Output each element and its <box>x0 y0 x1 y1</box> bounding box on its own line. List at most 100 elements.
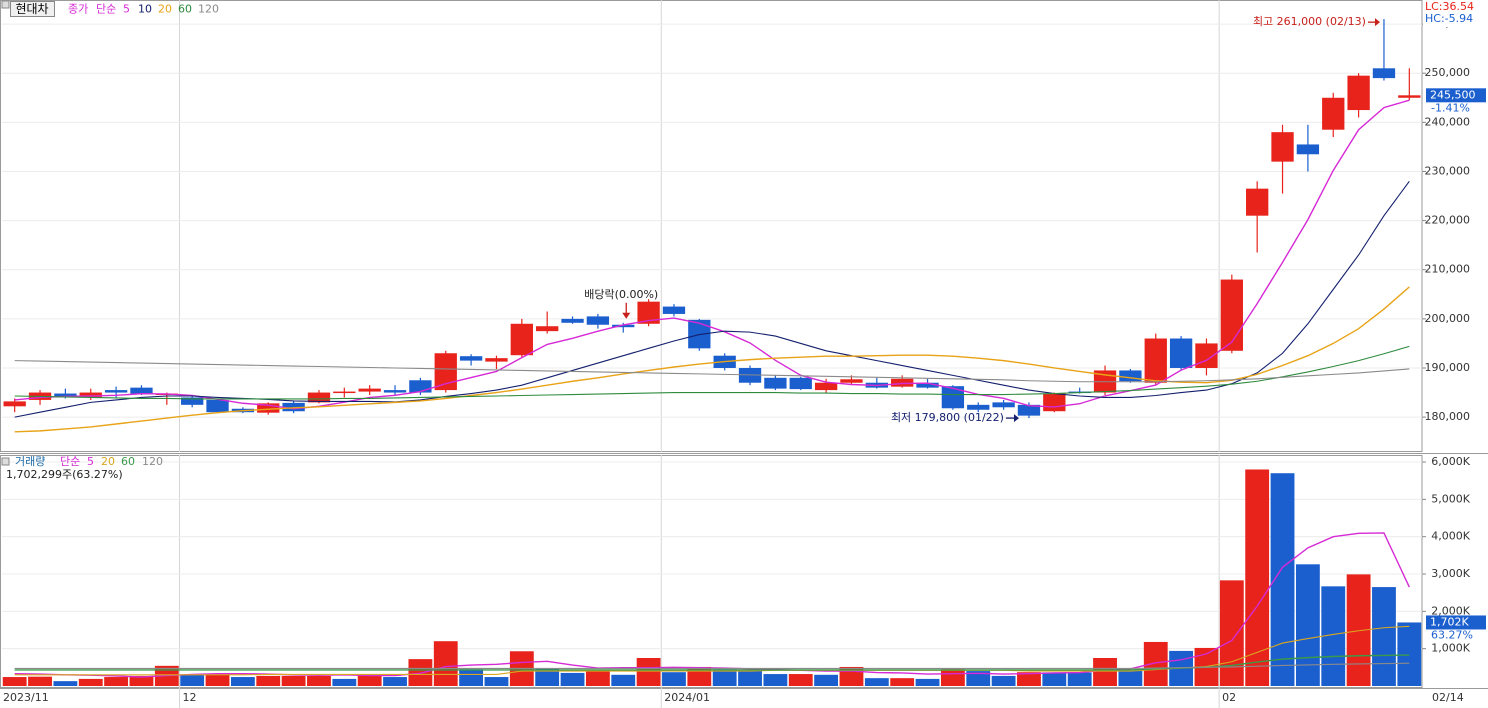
volume-bar <box>966 671 991 686</box>
x-cursor-label: 02/14 <box>1432 691 1464 704</box>
volume-bar <box>636 658 661 686</box>
y-tick-label: 230,000 <box>1425 164 1471 177</box>
volume-bar <box>1093 658 1117 686</box>
volume-bar <box>53 681 78 686</box>
candle-body <box>206 399 229 413</box>
candle-body <box>54 393 77 398</box>
candle-body <box>840 379 863 383</box>
legend-icon <box>1 0 10 9</box>
volume-bar <box>915 678 940 686</box>
candle-body <box>612 324 635 328</box>
volume-bar <box>814 674 839 686</box>
volume-bar <box>1397 622 1422 686</box>
stock-name[interactable]: 현대차 <box>15 2 48 16</box>
candle-body <box>1043 393 1066 412</box>
current-value: 1,702K <box>1430 615 1469 628</box>
candle-body <box>434 353 457 391</box>
ma-line <box>14 286 1410 433</box>
volume-bar <box>1295 564 1320 686</box>
ma-line <box>14 662 1410 670</box>
price-panel-frame <box>0 0 1423 452</box>
y-tick-label: 180,000 <box>1425 410 1471 423</box>
candle-body <box>1144 338 1167 383</box>
candle-body <box>1322 97 1345 130</box>
candle-body <box>586 316 610 325</box>
x-tick-label: 02 <box>1222 691 1236 704</box>
legend-volume: 거래량 <box>15 455 45 468</box>
x-tick-label: 12 <box>183 691 197 704</box>
legend-entry: 60 <box>121 455 135 468</box>
legend-ma-type: 단순 <box>60 455 80 468</box>
volume-bar <box>560 672 585 686</box>
overlay: 현대차 종가 단순 거래량 단순 1,702,299주(63.27%) <box>1 0 123 481</box>
volume-bar <box>1118 669 1143 686</box>
volume-bar <box>1346 574 1371 686</box>
candle-body <box>510 323 533 356</box>
volume-bar <box>307 675 331 686</box>
legend-entry: 5 <box>87 455 94 468</box>
volume-bar <box>459 669 484 686</box>
grid <box>2 0 1422 708</box>
candle-body <box>282 402 305 412</box>
candle-body <box>1347 75 1370 111</box>
candle-body <box>536 326 559 332</box>
hc-label: HC:-5.94 <box>1425 12 1473 25</box>
volume-bar <box>1321 586 1346 686</box>
volume-bar <box>230 677 255 686</box>
legend-entry: 5 <box>123 3 130 16</box>
y-tick-label: 4,000K <box>1431 530 1470 543</box>
candle-body <box>485 358 508 362</box>
current-value: 245,500 <box>1430 88 1476 101</box>
volume-bar <box>1067 672 1092 686</box>
legend-entry: 60 <box>178 3 192 16</box>
candle-body <box>409 380 432 393</box>
volume-bar <box>28 676 52 686</box>
legend-ma-type: 단순 <box>96 3 116 16</box>
volume-info: 1,702,299주(63.27%) <box>6 468 123 481</box>
candle-body <box>1398 95 1421 98</box>
axis-label-bg <box>1423 0 1488 27</box>
candle-body <box>1372 68 1396 79</box>
candle-body <box>1220 279 1243 351</box>
stock-button[interactable] <box>10 1 55 17</box>
annotation-low: 최저 179,800 (01/22) <box>891 411 1004 424</box>
change-label: -1.41% <box>1431 101 1470 114</box>
annotation-arrowhead <box>1374 18 1380 27</box>
annotation-arrowhead <box>1013 414 1019 423</box>
y-tick-label: 1,000K <box>1431 642 1470 655</box>
volume-bar <box>662 672 686 686</box>
y-tick-label: 190,000 <box>1425 361 1471 374</box>
candle-body <box>992 402 1015 408</box>
y-tick-label: 200,000 <box>1425 312 1471 325</box>
volume-bar <box>281 675 306 686</box>
legend-entry: 20 <box>158 3 172 16</box>
y-tick-label: 210,000 <box>1425 263 1471 276</box>
volume-bar <box>484 677 509 686</box>
candle-body <box>1017 404 1041 416</box>
candle-body <box>333 391 356 394</box>
volume-bar <box>2 677 27 686</box>
legend-entry: 120 <box>198 3 219 16</box>
volume-bar <box>687 666 712 686</box>
candle-body <box>1195 343 1218 368</box>
ma-line <box>14 532 1410 678</box>
y-tick-label: 240,000 <box>1425 115 1471 128</box>
candle-body <box>637 301 660 324</box>
volume-bar <box>1372 587 1396 686</box>
volume-bar <box>205 674 230 686</box>
candle-body <box>459 356 483 361</box>
volume-bar <box>332 678 357 686</box>
volume-bar <box>940 669 965 686</box>
candle-body <box>181 397 204 405</box>
volume-bar <box>78 678 103 686</box>
candle-body <box>967 404 990 410</box>
volume-bar <box>1042 672 1067 686</box>
legend-entry: 120 <box>142 455 163 468</box>
candle-body <box>257 403 280 413</box>
candle-body <box>1246 188 1269 216</box>
candle-body <box>79 392 102 398</box>
candle-body <box>941 386 965 409</box>
volume-bar <box>585 671 610 686</box>
current-value-box <box>1426 615 1486 630</box>
volume-bar <box>357 675 382 686</box>
